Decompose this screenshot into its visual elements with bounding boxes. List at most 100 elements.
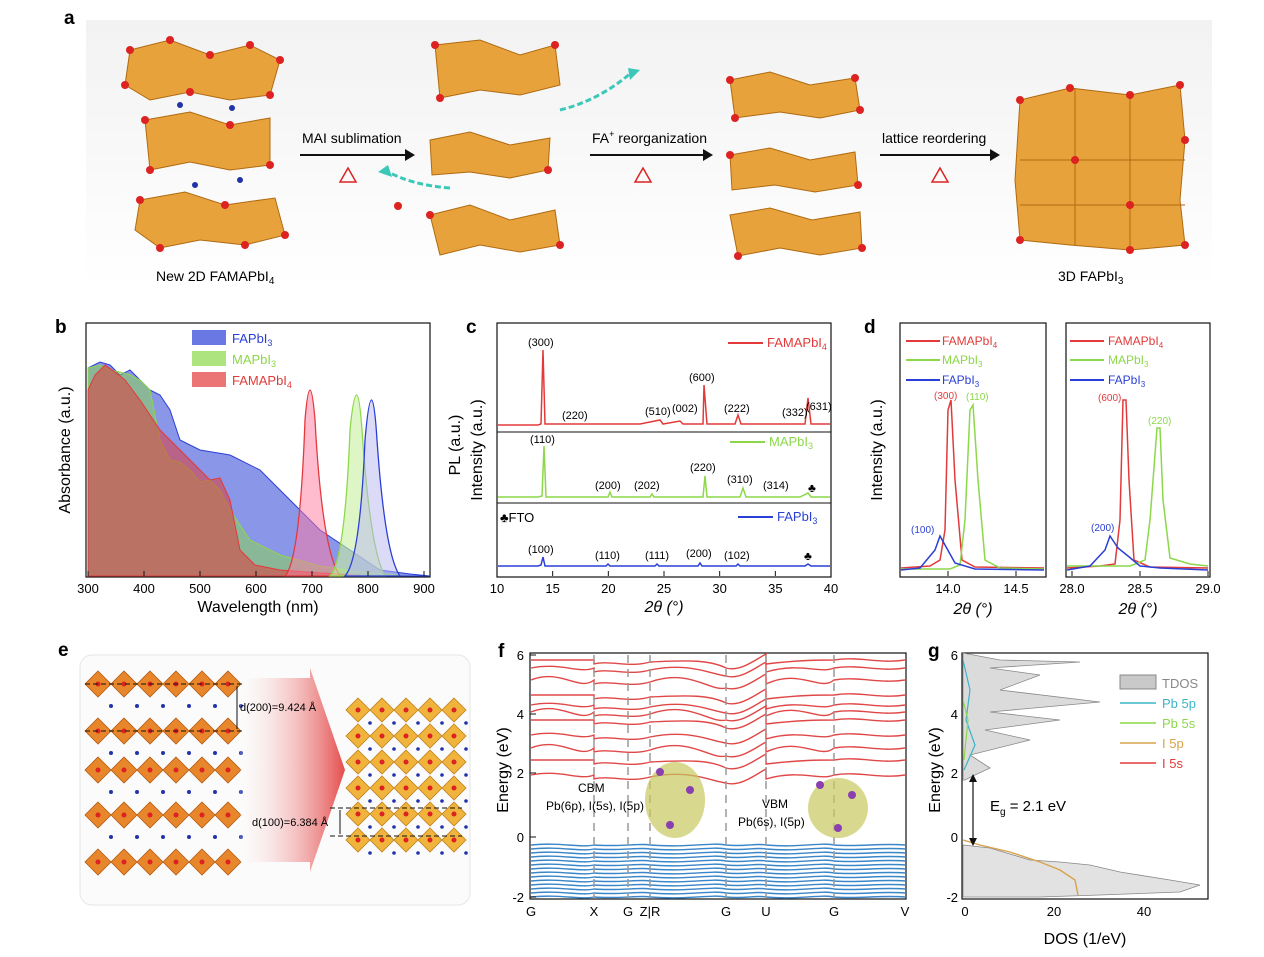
panel-g: g Eg = 2.1 eV TDOS Pb 5p Pb 5s I 5p I 5s 6 4 2… [927, 641, 1209, 948]
atom [403, 733, 409, 739]
peak-label: (100) [528, 544, 554, 556]
peak-label: (510) [645, 406, 671, 418]
atom [403, 811, 409, 817]
valence-band [530, 887, 906, 891]
y-tick-label: 2 [951, 766, 958, 781]
panel-c-xlabel: 2θ (°) [643, 599, 683, 616]
kpoint-label: G [721, 904, 731, 919]
panel-c-frame [496, 322, 832, 578]
atom [368, 721, 372, 725]
x-tick-label: 40 [1137, 904, 1151, 919]
legend-swatch-famapbi4 [192, 372, 226, 387]
atom [355, 733, 361, 739]
atom [225, 767, 231, 773]
legend-label-fapbi3: FAPbI3 [232, 331, 272, 348]
panel-b: b FAPbI3 MAPbI3 FAMAPbI4 300 400 500 600 700… [55, 317, 464, 616]
legend-label-fapbi3: FAPbI3 [777, 509, 817, 526]
atom [355, 759, 361, 765]
y-tick-label: 0 [951, 830, 958, 845]
peak-label: (222) [724, 403, 750, 415]
y-tick-label: 4 [517, 707, 524, 722]
peak-label: (220) [1148, 416, 1171, 427]
atom [213, 704, 217, 708]
panel-b-pl-label: PL (a.u.) [447, 415, 464, 476]
peak-label: (310) [727, 474, 753, 486]
x-tick-label: 700 [301, 581, 323, 596]
atom [161, 790, 165, 794]
x-tick-label: 0 [961, 904, 968, 919]
atom [427, 759, 433, 765]
peak-label: (200) [595, 480, 621, 492]
atom [403, 837, 409, 843]
atom [464, 825, 468, 829]
atom [440, 773, 444, 777]
panel-e: e d(200)=9.424 Å d(100)=6.384 Å [58, 640, 471, 906]
atom [147, 767, 153, 773]
atom [355, 707, 361, 713]
fto-marker-fapbi3: ♣ [804, 549, 812, 563]
atom [464, 721, 468, 725]
panel-d-left-legend: FAMAPbI4 MAPbI3 FAPbI3 [906, 334, 998, 389]
atom [368, 799, 372, 803]
atom [379, 811, 385, 817]
x-tick-label: 20 [1047, 904, 1061, 919]
peak-label: (600) [1098, 393, 1121, 404]
legend-label: Pb 5s [1162, 716, 1196, 731]
peak-label: (100) [911, 525, 934, 536]
panel-b-legend: FAPbI3 MAPbI3 FAMAPbI4 [192, 330, 292, 390]
atom [173, 767, 179, 773]
cbm-title: CBM [578, 781, 605, 795]
vbm-orbitals: Pb(6s), I(5p) [738, 815, 805, 829]
panel-d-right-frame [1065, 322, 1211, 578]
kpoint-label: G [623, 904, 633, 919]
band-gap-label: Eg = 2.1 eV [990, 798, 1066, 818]
conduction-band [530, 727, 906, 745]
atom [403, 707, 409, 713]
valence-band [530, 875, 906, 879]
valence-band [530, 895, 906, 899]
atom [173, 859, 179, 865]
atom [368, 825, 372, 829]
panel-d: d FAMAPbI4 MAPbI3 FAPbI3 FAMAPbI4 MAPbI3 [864, 317, 1221, 618]
x-tick-label: 20 [601, 581, 615, 596]
panel-b-ylabel: Absorbance (a.u.) [57, 386, 74, 513]
peak-label: (631) [806, 401, 832, 413]
panel-b-xticks: 300 400 500 600 700 800 900 [77, 571, 435, 596]
panel-d-ylabel: Intensity (a.u.) [869, 399, 886, 500]
panel-g-frame [961, 652, 1209, 900]
kpoint-label: G [829, 904, 839, 919]
atom [121, 859, 127, 865]
arrow-1-head [405, 149, 415, 161]
atom [440, 721, 444, 725]
atom [451, 759, 457, 765]
step-3-label: lattice reordering [882, 130, 986, 146]
conduction-band [530, 740, 906, 758]
valence-band [530, 879, 906, 883]
peak-label: (110) [595, 550, 620, 562]
legend-label-fapbi3: FAPbI3 [1108, 373, 1146, 389]
xrd-traces [498, 349, 830, 567]
arrow-2-head [703, 149, 713, 161]
legend-label-famapbi4: FAMAPbI4 [232, 373, 292, 390]
valence-band [530, 871, 906, 875]
panel-d-left-traces [900, 399, 1045, 571]
y-tick-label: 2 [517, 766, 524, 781]
structure-reorganized [726, 71, 866, 260]
panel-d-peak-labels: (300) (110) (100) (600) (220) (200) [911, 391, 1171, 536]
atom [440, 851, 444, 855]
legend-swatch-fapbi3 [192, 330, 226, 345]
band-gap-arrow-top [969, 774, 977, 782]
xrd-peak-labels: (300) (220) (510) (002) (600) (222) (332… [528, 337, 832, 562]
x-tick-label: 10 [490, 581, 504, 596]
valence-band [530, 851, 906, 855]
x-tick-label: 28.5 [1127, 581, 1152, 596]
peak-label: (332) [782, 407, 808, 419]
atom [121, 812, 127, 818]
step-2-label: FA+ reorganization [592, 129, 707, 146]
legend-label-famapbi4: FAMAPbI4 [1108, 334, 1164, 350]
d200-label: d(200)=9.424 Å [240, 701, 317, 714]
valence-band [530, 863, 906, 867]
panel-c: c FAMAPbI4 MAPbI3 FAPbI3 (300) (220) (51… [466, 317, 838, 616]
legend-label-mapbi3: MAPbI3 [769, 434, 813, 451]
